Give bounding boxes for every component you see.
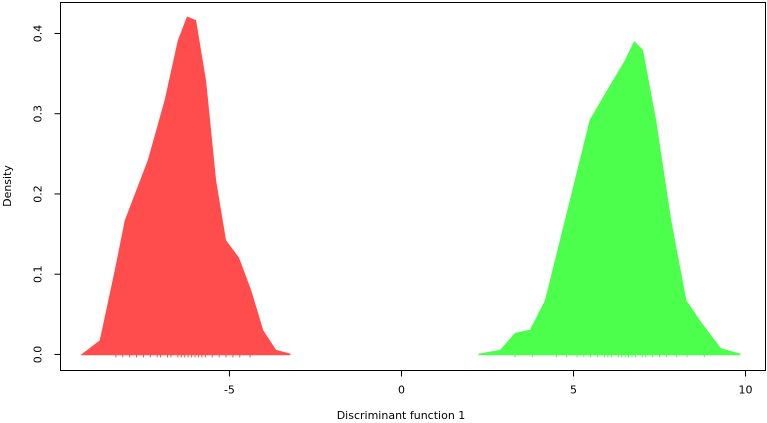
plot-frame <box>60 2 766 371</box>
x-axis-label: Discriminant function 1 <box>337 409 466 422</box>
x-tick-label: -5 <box>224 384 235 397</box>
x-tick-label: 5 <box>570 384 577 397</box>
y-tick-label: 0.4 <box>32 25 45 43</box>
y-tick-label: 0.0 <box>32 346 45 364</box>
density-area <box>478 41 741 356</box>
x-tick-label: 10 <box>739 384 753 397</box>
y-tick-label: 0.3 <box>32 105 45 123</box>
y-axis-label: Density <box>1 165 14 207</box>
y-tick-label: 0.1 <box>32 265 45 283</box>
x-tick-label: 0 <box>398 384 405 397</box>
density-area <box>80 16 291 356</box>
y-tick-label: 0.2 <box>32 185 45 203</box>
